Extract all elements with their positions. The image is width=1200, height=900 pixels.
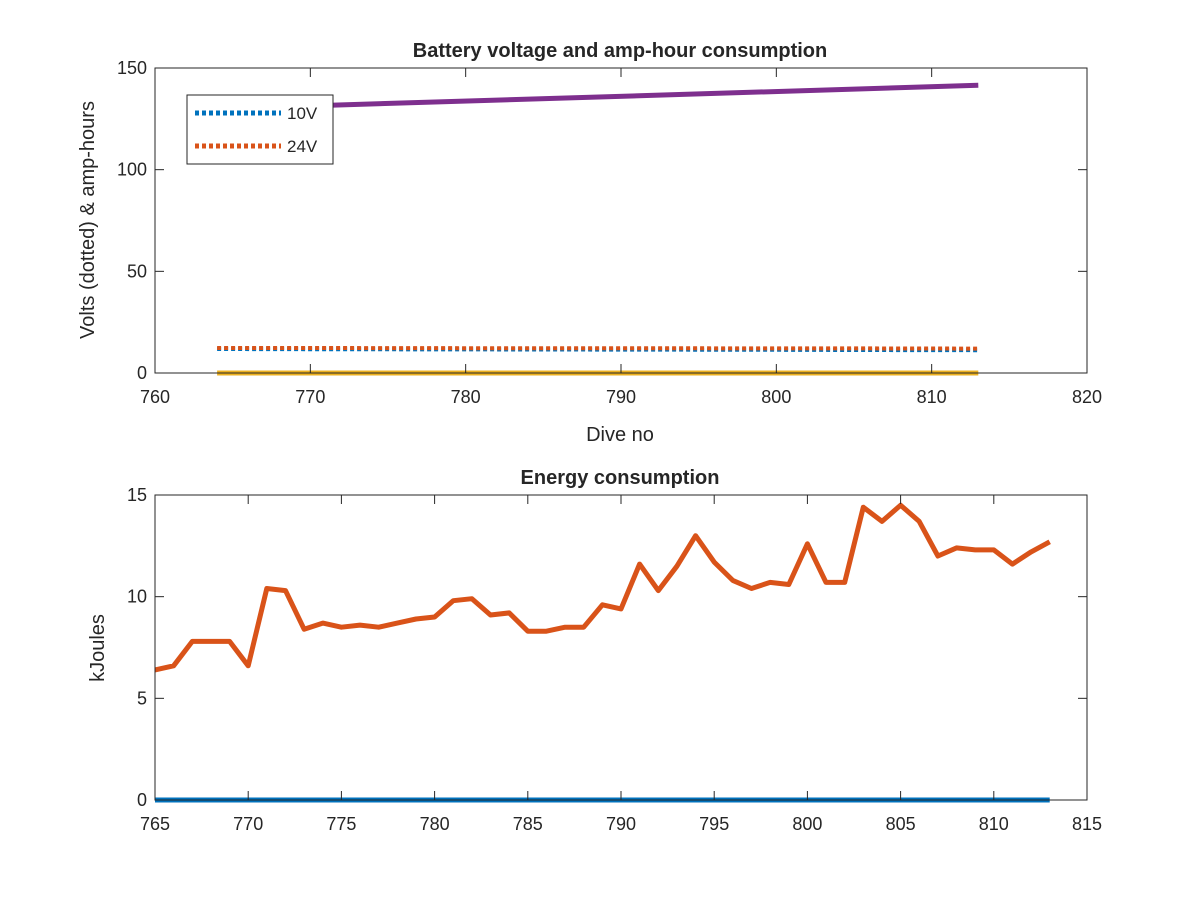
voltage-x-tick-label: 790 [606, 387, 636, 407]
voltage-y-tick-label: 150 [117, 58, 147, 78]
energy-x-tick-label: 790 [606, 814, 636, 834]
legend-label-24v: 24V [287, 137, 318, 156]
energy-x-tick-label: 795 [699, 814, 729, 834]
energy-ticks: 765 770 775 780 785 790 795 800 805 810 815 0 5 10 15 [127, 485, 1102, 834]
energy-x-tick-label: 815 [1072, 814, 1102, 834]
energy-y-tick-label: 10 [127, 587, 147, 607]
energy-y-tick-label: 5 [137, 688, 147, 708]
energy-x-tick-label: 785 [513, 814, 543, 834]
voltage-y-tick-label: 100 [117, 160, 147, 180]
energy-series-group [154, 502, 1051, 803]
energy-y-axis-label: kJoules [87, 614, 109, 682]
legend: 10V 24V [186, 94, 334, 165]
voltage-ticks: 760 770 780 790 800 810 820 0 50 100 150 [117, 58, 1102, 407]
energy-series-line-1 [154, 502, 1051, 673]
voltage-y-tick-label: 50 [127, 261, 147, 281]
voltage-x-tick-label: 780 [451, 387, 481, 407]
voltage-x-tick-label: 820 [1072, 387, 1102, 407]
energy-y-tick-label: 0 [137, 790, 147, 810]
legend-label-10v: 10V [287, 104, 318, 123]
legend-box [186, 94, 334, 165]
voltage-x-tick-label: 800 [761, 387, 791, 407]
voltage-x-tick-label: 760 [140, 387, 170, 407]
energy-y-tick-label: 15 [127, 485, 147, 505]
energy-x-tick-label: 810 [979, 814, 1009, 834]
voltage-x-axis-label: Dive no [586, 424, 654, 446]
energy-subplot: Energy consumption 765 770 775 780 785 790 795… [87, 467, 1102, 834]
voltage-y-tick-label: 0 [137, 363, 147, 383]
energy-axes-box [154, 494, 1088, 801]
energy-chart-title: Energy consumption [521, 467, 720, 489]
energy-x-tick-label: 775 [326, 814, 356, 834]
voltage-series-line-3 [217, 82, 979, 112]
voltage-chart-title: Battery voltage and amp-hour consumption [413, 40, 827, 62]
energy-x-tick-label: 800 [792, 814, 822, 834]
voltage-x-tick-label: 810 [917, 387, 947, 407]
voltage-x-tick-label: 770 [295, 387, 325, 407]
energy-x-tick-label: 780 [420, 814, 450, 834]
energy-x-tick-label: 805 [886, 814, 916, 834]
voltage-series-line-1 [217, 346, 979, 351]
voltage-subplot: Battery voltage and amp-hour consumption… [77, 40, 1102, 446]
energy-x-tick-label: 770 [233, 814, 263, 834]
voltage-y-axis-label: Volts (dotted) & amp-hours [77, 101, 99, 339]
energy-x-tick-label: 765 [140, 814, 170, 834]
